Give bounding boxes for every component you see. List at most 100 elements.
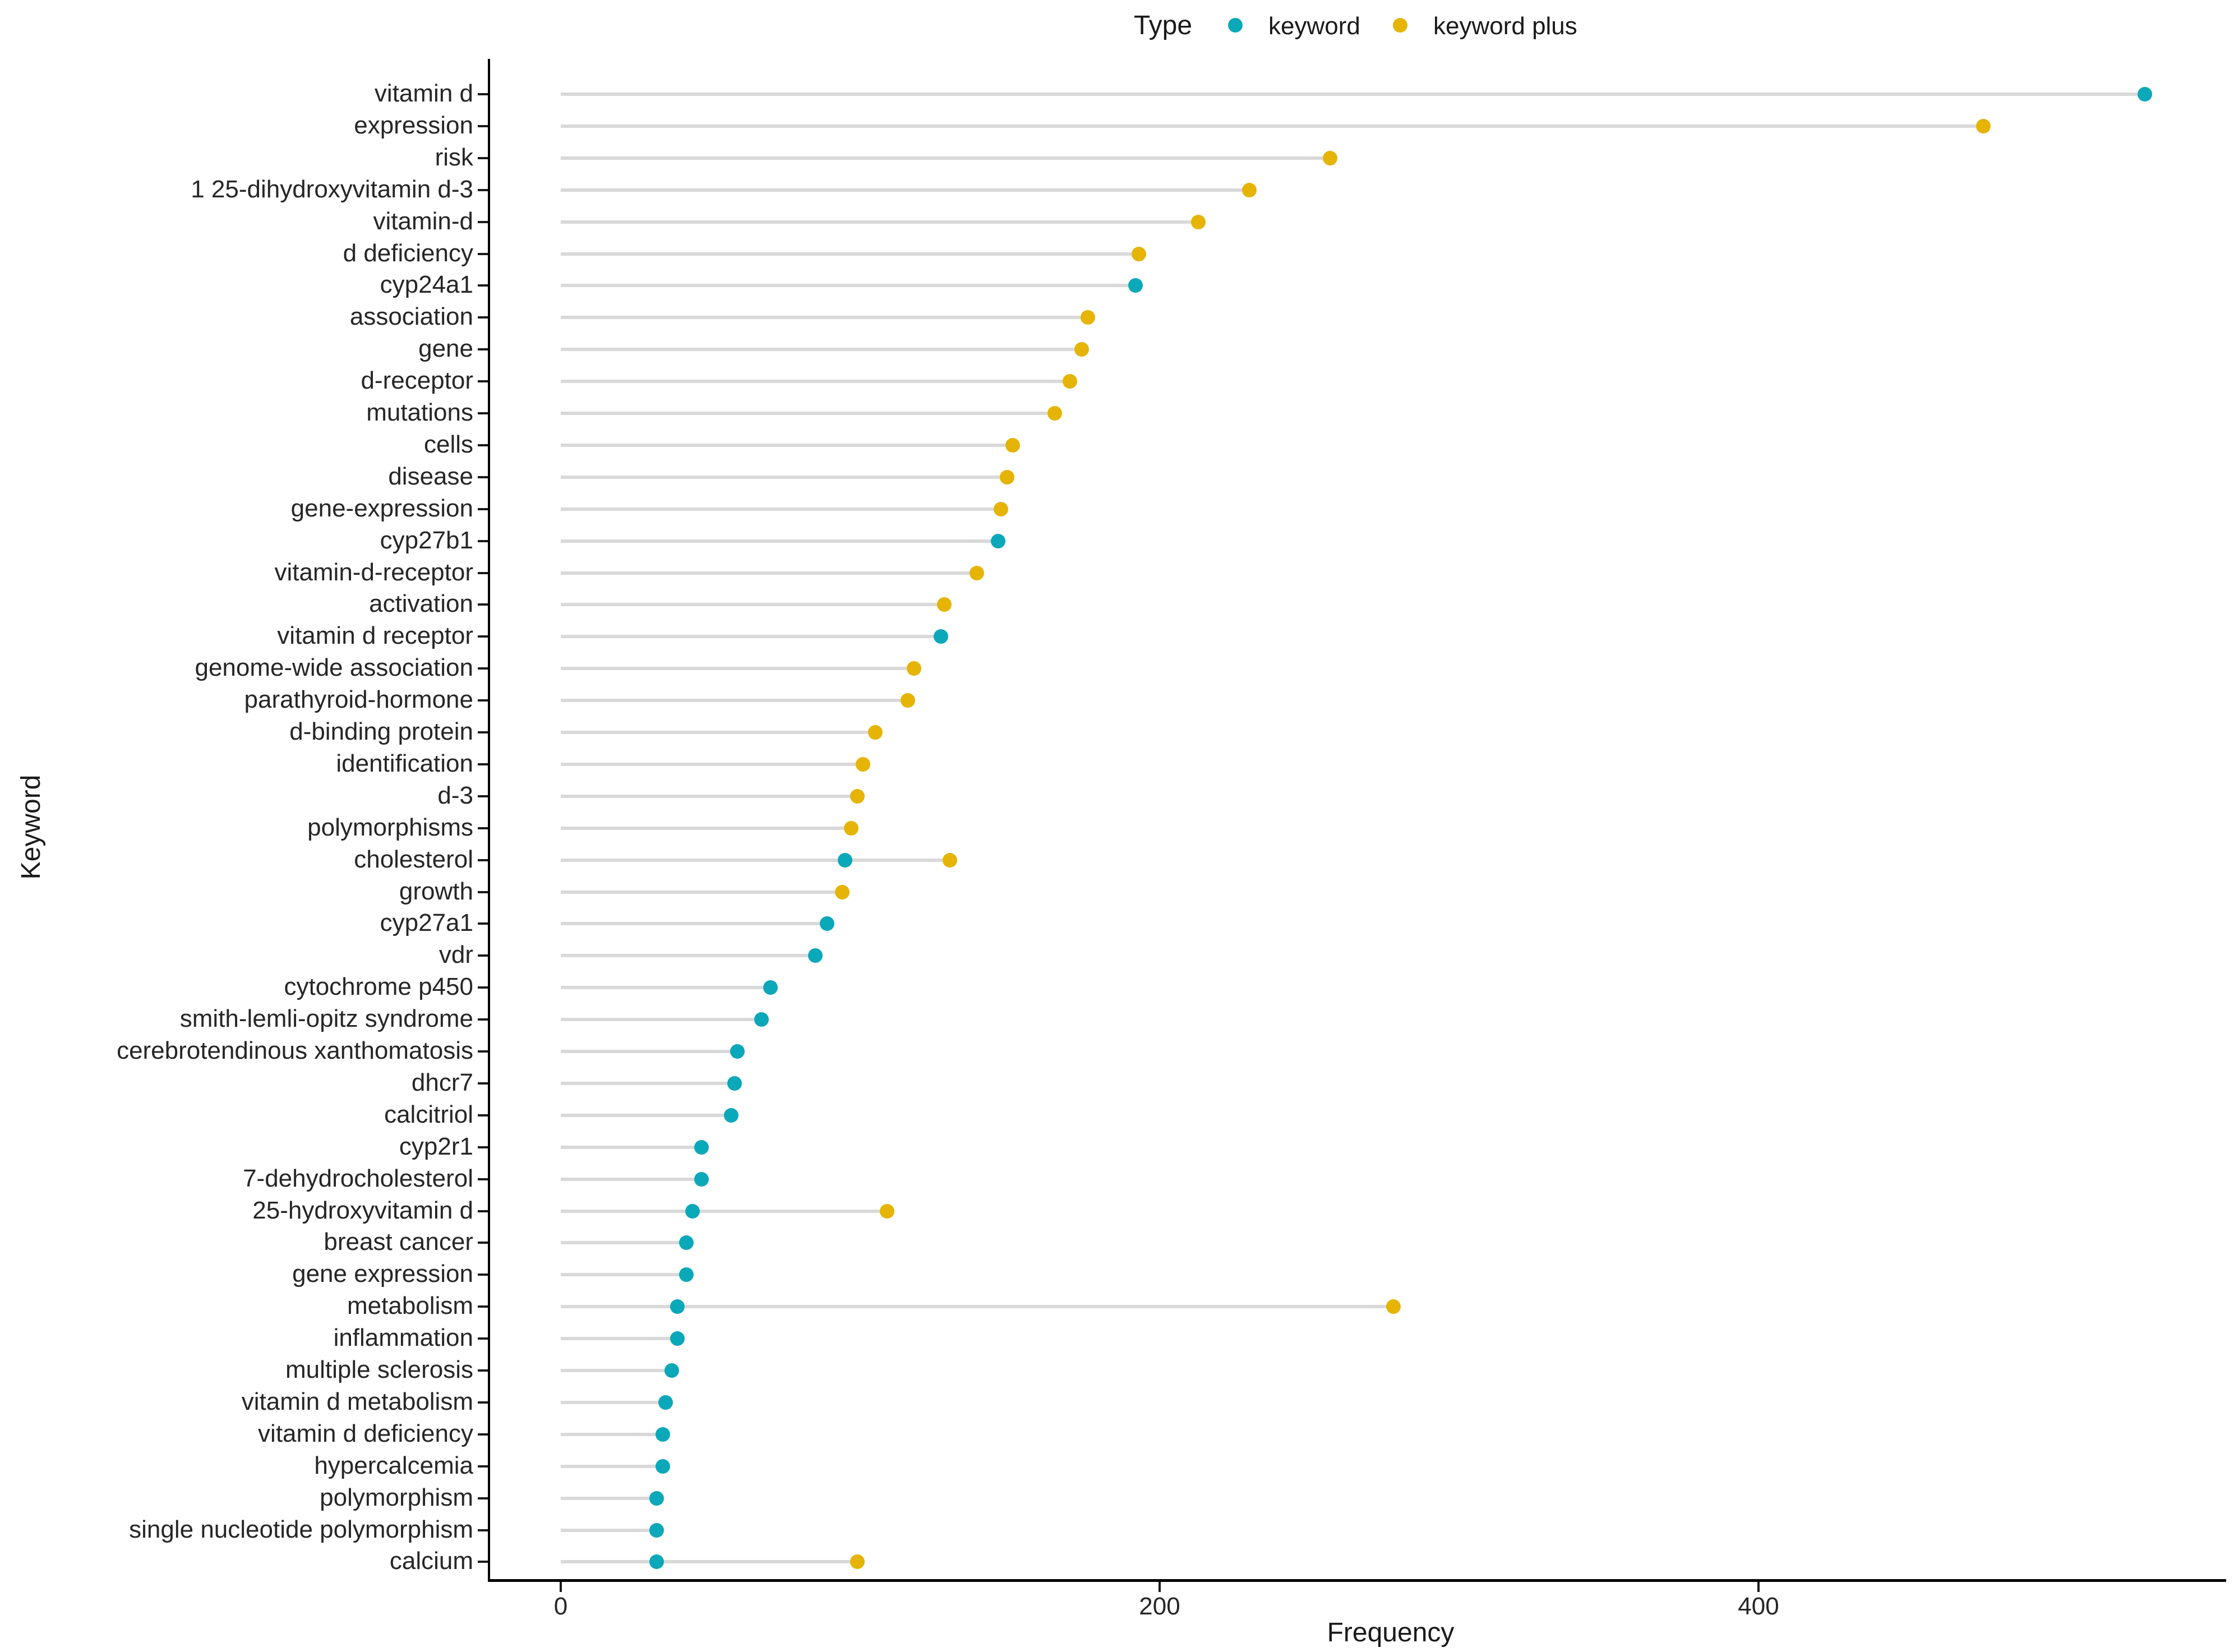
legend-title: Type	[1134, 11, 1193, 40]
stem	[561, 1241, 687, 1245]
dot-keyword-plus	[843, 820, 858, 836]
dot-keyword	[724, 1108, 739, 1123]
stem	[561, 1337, 678, 1341]
stem	[561, 1560, 857, 1564]
y-axis-label: vdr	[439, 941, 473, 969]
y-tick-mark	[478, 156, 488, 159]
y-tick-mark	[478, 1497, 488, 1499]
stem	[561, 380, 1070, 384]
dot-keyword-plus	[1191, 214, 1206, 229]
y-axis-label: gene	[418, 335, 473, 363]
dot-keyword	[679, 1235, 694, 1250]
dot-keyword	[679, 1267, 694, 1282]
y-tick-mark	[478, 1146, 488, 1148]
dot-keyword	[1128, 278, 1143, 293]
y-tick-mark	[478, 1433, 488, 1436]
y-tick-mark	[478, 348, 488, 351]
stem	[561, 539, 998, 543]
dot-keyword-plus	[993, 501, 1008, 516]
stem	[561, 1018, 761, 1022]
dot-keyword-plus	[850, 788, 865, 804]
y-tick-mark	[478, 124, 488, 127]
y-axis-label: single nucleotide polymorphism	[129, 1515, 473, 1543]
y-tick-mark	[478, 1561, 488, 1563]
y-axis-label: d-3	[437, 781, 473, 809]
dot-keyword	[658, 1395, 673, 1410]
y-tick-mark	[478, 859, 488, 861]
y-tick-mark	[478, 412, 488, 414]
y-axis-label: disease	[388, 462, 473, 490]
x-axis-line	[488, 1579, 2226, 1582]
stem	[561, 890, 842, 894]
y-tick-mark	[478, 890, 488, 893]
y-axis-label: gene-expression	[290, 494, 473, 522]
y-axis-label: cyp2r1	[399, 1132, 473, 1160]
y-axis-label: cyp24a1	[380, 271, 473, 299]
stem	[561, 1113, 732, 1117]
y-axis-label: vitamin d metabolism	[241, 1387, 473, 1415]
stem	[561, 188, 1250, 192]
y-tick-mark	[478, 1178, 488, 1180]
stem	[561, 93, 2145, 96]
legend-keyword-label: keyword	[1268, 12, 1360, 40]
stem	[561, 1177, 701, 1181]
stem	[561, 986, 770, 990]
y-axis-label: expression	[354, 111, 473, 139]
dot-keyword-plus	[907, 661, 922, 676]
x-tick-label: 400	[1738, 1593, 1779, 1620]
stem	[561, 124, 1983, 128]
y-axis-label: cyp27b1	[380, 526, 473, 554]
stem	[561, 826, 851, 830]
dot-keyword-plus	[943, 852, 958, 867]
y-tick-mark	[478, 1114, 488, 1116]
stem	[561, 1400, 666, 1404]
y-tick-mark	[478, 1242, 488, 1244]
y-axis-label: d-receptor	[361, 367, 473, 395]
y-tick-mark	[478, 93, 488, 95]
y-tick-mark	[478, 954, 488, 957]
x-tick-mark	[560, 1582, 562, 1592]
stem	[561, 762, 864, 766]
dot-keyword	[820, 916, 835, 931]
y-axis-label: association	[349, 303, 473, 331]
stem	[561, 1081, 735, 1085]
dot-keyword-plus	[1386, 1299, 1401, 1314]
y-axis-label: metabolism	[347, 1292, 473, 1320]
stem	[561, 1496, 657, 1500]
y-axis-label: hypercalcemia	[314, 1451, 473, 1479]
dot-keyword-plus	[1047, 406, 1063, 421]
dot-keyword-plus	[1080, 310, 1095, 325]
y-tick-mark	[478, 1082, 488, 1085]
legend-keyword-dot-icon	[1228, 18, 1243, 33]
y-tick-mark	[478, 316, 488, 319]
y-axis-label: parathyroid-hormone	[244, 686, 473, 714]
dot-keyword	[655, 1459, 670, 1474]
y-tick-mark	[478, 1465, 488, 1468]
y-axis-line	[488, 59, 490, 1581]
stem	[561, 1050, 738, 1053]
stem	[561, 156, 1331, 160]
x-axis-title: Frequency	[1327, 1618, 1455, 1648]
dot-keyword-plus	[834, 884, 850, 899]
y-axis-label: breast cancer	[324, 1228, 473, 1256]
y-tick-mark	[478, 188, 488, 191]
stem	[561, 699, 908, 703]
dot-keyword-plus	[1062, 374, 1077, 389]
y-tick-mark	[478, 667, 488, 670]
y-tick-mark	[478, 827, 488, 829]
y-axis-label: gene expression	[292, 1260, 473, 1288]
y-tick-mark	[478, 539, 488, 542]
stem	[561, 1369, 672, 1372]
dot-keyword-plus	[999, 469, 1014, 484]
y-tick-mark	[478, 635, 488, 638]
y-tick-mark	[478, 986, 488, 989]
y-axis-label: dhcr7	[411, 1068, 473, 1096]
dot-keyword-plus	[867, 725, 883, 740]
y-axis-label: vitamin d deficiency	[258, 1419, 473, 1447]
x-tick-mark	[1757, 1582, 1760, 1592]
y-tick-mark	[478, 252, 488, 255]
stem	[561, 858, 950, 862]
stem	[561, 571, 977, 575]
dot-keyword-plus	[850, 1554, 865, 1570]
